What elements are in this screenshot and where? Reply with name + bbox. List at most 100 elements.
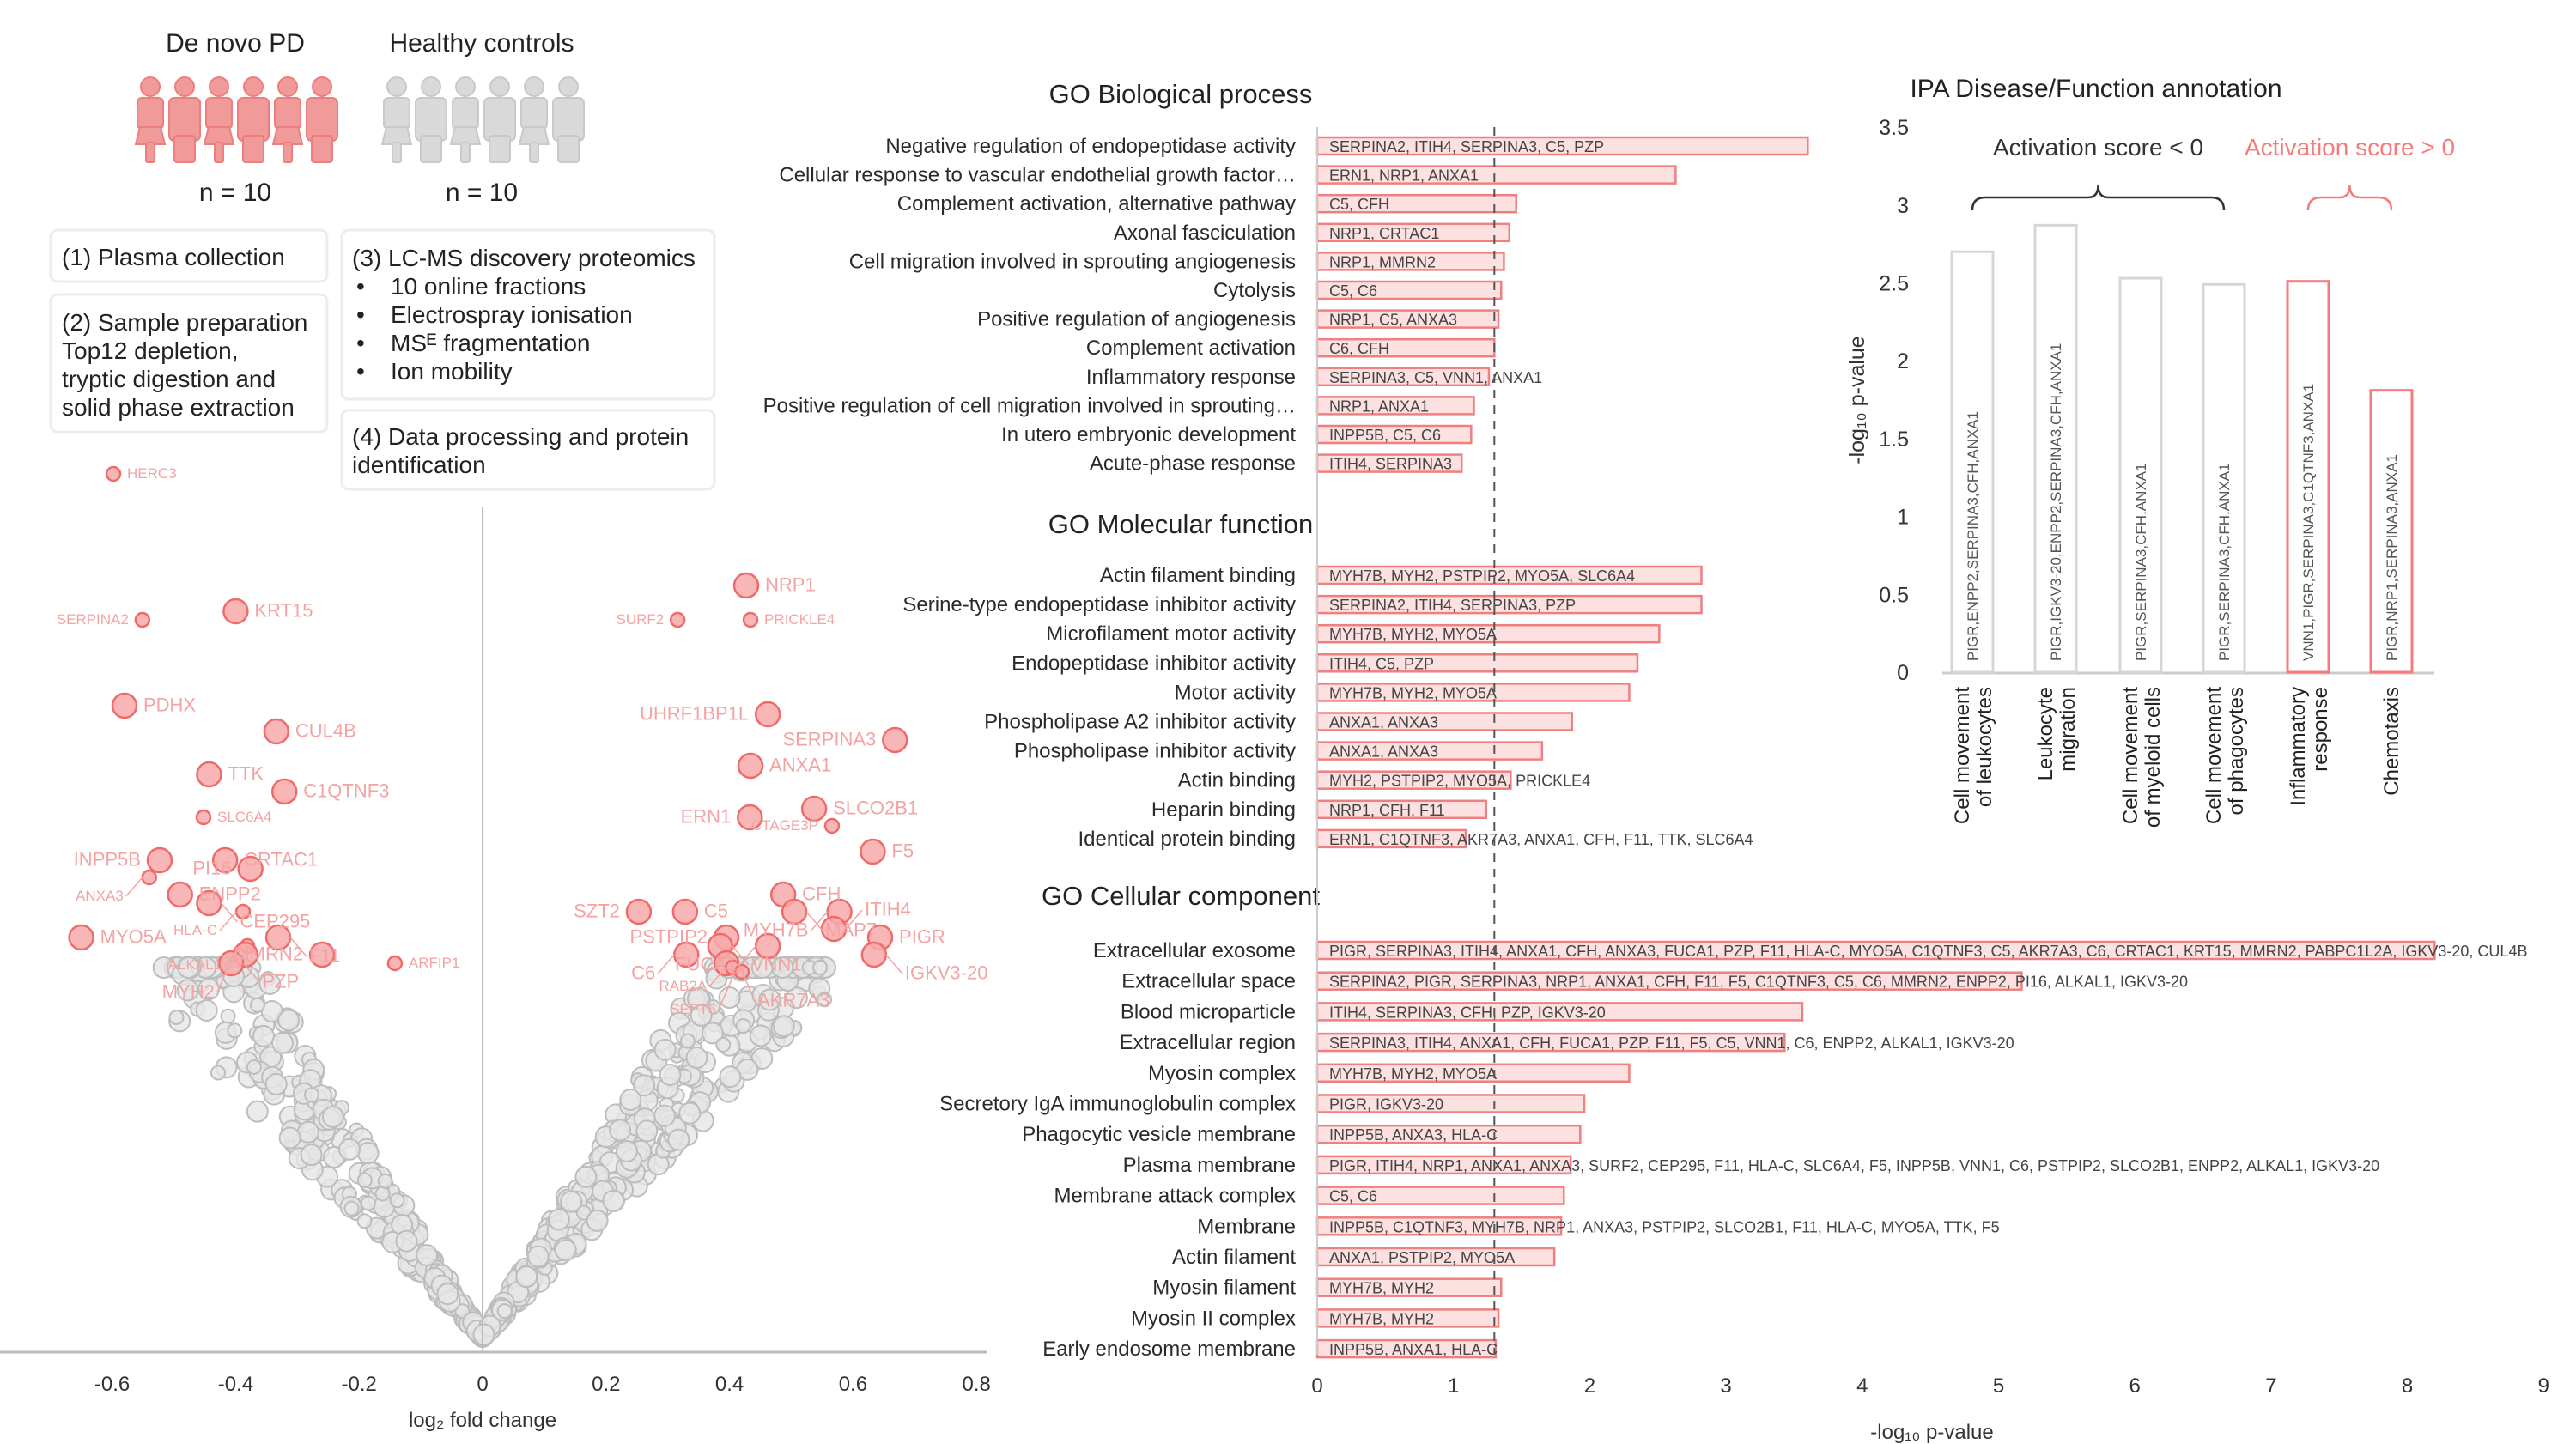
go-gene-list: ANXA1, ANXA3 — [1329, 714, 1438, 731]
ipa-gene-list: PIGR,ENPP2,SERPINA3,CFH,ANXA1 — [1965, 411, 1981, 661]
group-title-controls: Healthy controls — [389, 29, 574, 58]
go-term-label: Early endosome membrane — [1042, 1338, 1296, 1361]
go-gene-list: PIGR, IGKV3-20 — [1329, 1096, 1443, 1113]
protein-label: SERPINA2 — [57, 611, 129, 628]
protein-label: SLCO2B1 — [833, 798, 918, 819]
protein-point — [168, 1009, 185, 1025]
go-term-label: Phospholipase A2 inhibitor activity — [984, 711, 1296, 734]
x-tick-label: 0.2 — [592, 1373, 620, 1396]
ipa-bar — [2286, 280, 2330, 674]
go-bar-row: Extracellular region SERPINA3, ITIH4, ANX… — [1120, 1031, 2014, 1054]
protein-point — [574, 1165, 598, 1188]
go-gene-list: PIGR, ITIH4, NRP1, ANXA1, ANXA3, SURF2, … — [1329, 1157, 2379, 1174]
protein-point — [619, 1089, 642, 1112]
ipa-bar — [2118, 276, 2163, 674]
volcano-plot: HERC3 NRP1 KRT15 SERPINA2 SURF2 PRICKLE4 PDHX U… — [0, 465, 991, 1432]
ipa-category-label: Cell movement — [2119, 687, 2142, 824]
label-leader-line — [220, 902, 239, 923]
volcano-background-points — [152, 956, 836, 1348]
protein-label: SLC6A4 — [217, 809, 271, 825]
protein-label: INPP5B — [74, 849, 141, 871]
protein-point — [356, 1213, 373, 1229]
protein-point — [653, 1104, 677, 1127]
protein-point-significant — [222, 598, 249, 625]
protein-label: PSTPIP2 — [630, 926, 708, 948]
go-gene-list: MYH7B, MYH2, MYO5A — [1329, 684, 1497, 701]
protein-label: CTAGE3P — [751, 817, 818, 834]
protein-point — [812, 960, 829, 975]
group-title-pd: De novo PD — [166, 29, 305, 58]
protein-point — [554, 1239, 577, 1262]
protein-label: ARFIP1 — [409, 955, 460, 971]
go-gene-list: NRP1, C5, ANXA3 — [1329, 312, 1457, 329]
go-gene-list: NRP1, MMRN2 — [1329, 253, 1436, 270]
go-bar-row: Early endosome membrane INPP5B, ANXA1, HL… — [1042, 1338, 1498, 1361]
ipa-category-label: Cell movement — [2202, 687, 2226, 824]
go-bar-row: Heparin binding NRP1, CFH, F11 — [1151, 798, 1488, 822]
activation-score-label: Activation score < 0 — [1993, 134, 2203, 161]
protein-label: UHRF1BP1L — [640, 703, 749, 725]
go-gene-list: SERPINA2, ITIH4, SERPINA3, C5, PZP — [1329, 138, 1604, 155]
go-gene-list: ITIH4, C5, PZP — [1329, 655, 1434, 672]
ipa-gene-list: PIGR,NRP1,SERPINA3,ANXA1 — [2384, 454, 2400, 661]
go-term-label: Heparin binding — [1151, 798, 1296, 822]
ipa-bar-group: PIGR,SERPINA3,CFH,ANXA1 Cell movement of m… — [2118, 276, 2165, 828]
protein-point — [547, 1208, 570, 1231]
go-bar-row: Motor activity MYH7B, MYH2, MYO5A — [1175, 681, 1631, 704]
go-term-label: Serine-type endopeptidase inhibitor acti… — [902, 593, 1296, 616]
go-term-label: Positive regulation of cell migration in… — [763, 394, 1296, 417]
protein-point — [227, 1022, 243, 1039]
ipa-bar-group: PIGR,IGKV3-20,ENPP2,SERPINA3,CFH,ANXA1 Le… — [2033, 223, 2080, 780]
protein-point-significant — [386, 955, 404, 972]
male-person-icon — [306, 76, 338, 163]
step-3-item: MSᴱ fragmentation — [391, 330, 590, 356]
protein-label: SURF2 — [616, 611, 664, 628]
protein-label: MYH7B — [744, 919, 809, 941]
label-leader-line — [738, 945, 756, 966]
step-3-item: 10 online fractions — [391, 273, 586, 300]
protein-point — [690, 1004, 713, 1027]
go-gene-list: C5, C6 — [1329, 282, 1377, 300]
protein-label: ITIH4 — [865, 899, 911, 920]
step-2-line: solid phase extraction — [62, 394, 295, 421]
go-x-tick-label: 5 — [1993, 1374, 2004, 1398]
protein-point-significant — [111, 692, 138, 719]
go-x-tick-label: 3 — [1720, 1374, 1731, 1398]
x-tick-label: 0 — [477, 1373, 488, 1396]
bullet-icon: • — [356, 273, 365, 300]
go-gene-list: SERPINA3, ITIH4, ANXA1, CFH, FUCA1, PZP,… — [1329, 1034, 2014, 1052]
go-bar-row: Cell migration involved in sprouting ang… — [849, 250, 1505, 273]
protein-point — [526, 1245, 550, 1268]
protein-point — [321, 1105, 344, 1128]
protein-point — [772, 1015, 795, 1038]
go-bar-row: Phagocytic vesicle membrane INPP5B, ANXA3… — [1022, 1123, 1582, 1146]
go-gene-list: PIGR, SERPINA3, ITIH4, ANXA1, CFH, ANXA3… — [1329, 943, 2527, 960]
go-term-label: Blood microparticle — [1121, 1000, 1296, 1023]
go-x-tick-label: 7 — [2265, 1374, 2276, 1398]
activation-score-label: Activation score > 0 — [2245, 134, 2455, 161]
go-term-label: Secretory IgA immunoglobulin complex — [939, 1093, 1296, 1116]
protein-label: KRT15 — [254, 600, 313, 622]
go-bar-row: Positive regulation of cell migration in… — [763, 394, 1475, 417]
protein-point — [277, 1009, 301, 1032]
protein-point-significant — [669, 611, 686, 628]
go-bar-row: Microfilament motor activity MYH7B, MYH2,… — [1046, 622, 1661, 646]
protein-point — [749, 1024, 772, 1047]
protein-label: SERPINA3 — [782, 729, 876, 750]
go-term-label: Complement activation, alternative pathw… — [897, 192, 1296, 215]
protein-point — [659, 1063, 682, 1086]
activation-annotation: Activation score > 0 — [2245, 134, 2455, 211]
protein-point — [278, 1126, 301, 1150]
protein-label: C5 — [704, 901, 728, 922]
protein-point-significant — [737, 804, 763, 831]
protein-point — [210, 1065, 226, 1081]
bullet-icon: • — [356, 330, 365, 356]
protein-label: PI16 — [192, 858, 231, 879]
protein-point — [701, 1022, 724, 1045]
protein-point — [356, 1172, 373, 1188]
go-term-label: Microfilament motor activity — [1046, 622, 1296, 646]
protein-point-significant — [237, 855, 264, 883]
label-leader-line — [125, 877, 143, 897]
go-section-title: GO Cellular component — [1042, 881, 1320, 911]
ipa-bar — [2202, 282, 2246, 674]
